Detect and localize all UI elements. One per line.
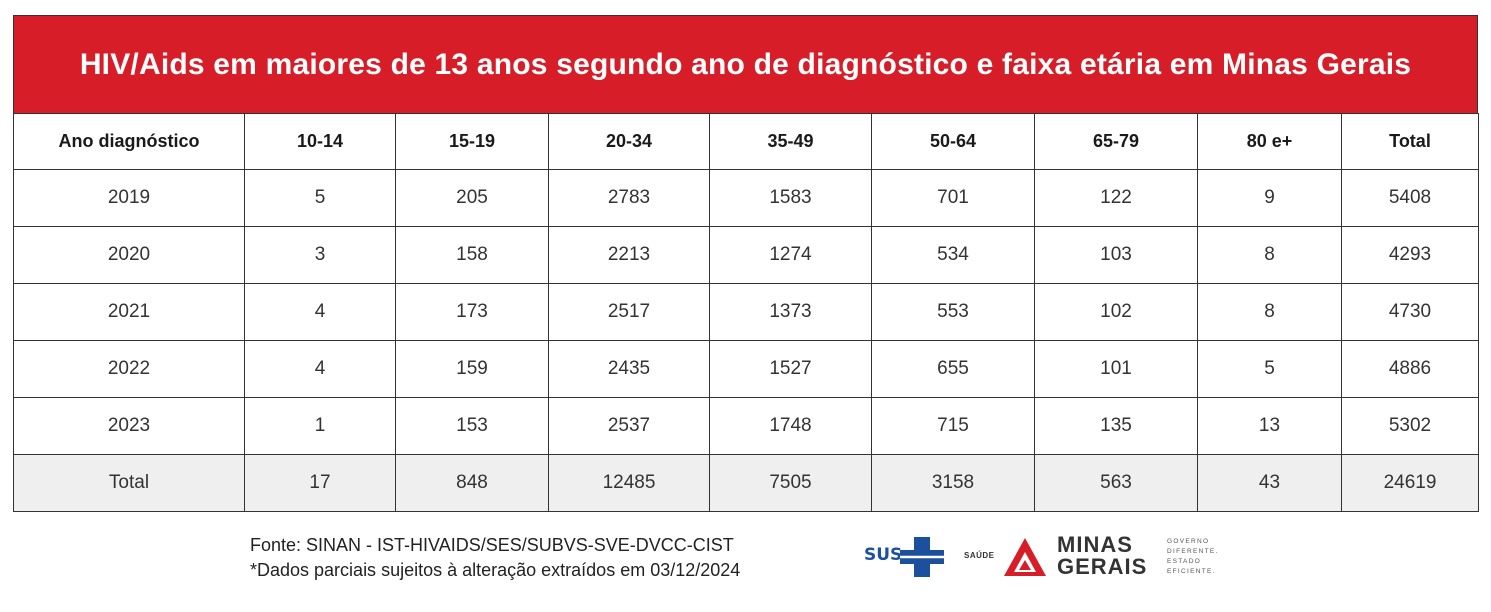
table-cell: 2213 <box>548 226 710 284</box>
table-cell: 2517 <box>548 283 710 341</box>
table-cell: 101 <box>1034 340 1198 398</box>
table-cell: 9 <box>1197 169 1342 227</box>
table-cell: 173 <box>395 283 549 341</box>
table-cell: 1274 <box>709 226 872 284</box>
table-cell: 2020 <box>13 226 245 284</box>
table-cell: 4 <box>244 283 396 341</box>
table-total-row: Total 17 848 12485 7505 3158 563 43 2461… <box>13 454 1479 512</box>
table-title-bar: HIV/Aids em maiores de 13 anos segundo a… <box>13 15 1478 113</box>
table-cell: 4293 <box>1341 226 1479 284</box>
partial-data-note: *Dados parciais sujeitos à alteração ext… <box>250 560 741 580</box>
table-cell: 2023 <box>13 397 245 455</box>
table-cell: 4730 <box>1341 283 1479 341</box>
table-cell: 102 <box>1034 283 1198 341</box>
table-cell: 553 <box>871 283 1035 341</box>
table-cell: 205 <box>395 169 549 227</box>
table-cell: 3158 <box>871 454 1035 512</box>
source-note: Fonte: SINAN - IST-HIVAIDS/SES/SUBVS-SVE… <box>250 535 734 555</box>
table-cell: 103 <box>1034 226 1198 284</box>
table-cell: 3 <box>244 226 396 284</box>
data-table: Ano diagnóstico 10-14 15-19 20-34 35-49 … <box>13 113 1479 512</box>
table-cell: 158 <box>395 226 549 284</box>
table-row: 2023 1 153 2537 1748 715 135 13 5302 <box>13 397 1479 455</box>
col-header-10-14: 10-14 <box>244 113 396 170</box>
table-cell: 4886 <box>1341 340 1479 398</box>
col-header-20-34: 20-34 <box>548 113 710 170</box>
table-cell: 848 <box>395 454 549 512</box>
table-cell: 563 <box>1034 454 1198 512</box>
table-cell: 534 <box>871 226 1035 284</box>
col-header-35-49: 35-49 <box>709 113 872 170</box>
table-cell: 655 <box>871 340 1035 398</box>
table-cell: 2783 <box>548 169 710 227</box>
table-cell: 2021 <box>13 283 245 341</box>
table-cell: 159 <box>395 340 549 398</box>
table-cell: 135 <box>1034 397 1198 455</box>
table-cell: 1527 <box>709 340 872 398</box>
table-cell: 13 <box>1197 397 1342 455</box>
government-slogan: GOVERNO DIFERENTE. ESTADO EFICIENTE. <box>1167 537 1219 577</box>
sus-cross-icon <box>900 537 944 577</box>
table-row: 2022 4 159 2435 1527 655 101 5 4886 <box>13 340 1479 398</box>
table-cell: 17 <box>244 454 396 512</box>
col-header-total: Total <box>1341 113 1479 170</box>
table-cell: 2022 <box>13 340 245 398</box>
col-header-15-19: 15-19 <box>395 113 549 170</box>
table-cell: Total <box>13 454 245 512</box>
slogan-line: DIFERENTE. <box>1167 548 1219 555</box>
table-cell: 5 <box>244 169 396 227</box>
minas-gerais-triangle-icon <box>1004 538 1046 576</box>
sus-logo-text: SUS <box>864 545 903 565</box>
table-cell: 1583 <box>709 169 872 227</box>
data-table-container: HIV/Aids em maiores de 13 anos segundo a… <box>13 15 1479 512</box>
mg-line-1: MINAS <box>1057 532 1133 557</box>
table-cell: 5408 <box>1341 169 1479 227</box>
table-row: 2020 3 158 2213 1274 534 103 8 4293 <box>13 226 1479 284</box>
saude-label: SAÚDE <box>964 551 995 560</box>
table-cell: 2019 <box>13 169 245 227</box>
col-header-50-64: 50-64 <box>871 113 1035 170</box>
table-cell: 2537 <box>548 397 710 455</box>
table-cell: 5 <box>1197 340 1342 398</box>
table-cell: 2435 <box>548 340 710 398</box>
slogan-line: ESTADO <box>1167 558 1202 565</box>
table-row: 2019 5 205 2783 1583 701 122 9 5408 <box>13 169 1479 227</box>
logo-group: SUS SAÚDE MINAS GERAIS GOVERNO DIFERENTE… <box>864 534 1229 580</box>
table-cell: 4 <box>244 340 396 398</box>
mg-line-2: GERAIS <box>1057 554 1148 579</box>
table-title: HIV/Aids em maiores de 13 anos segundo a… <box>79 47 1412 81</box>
table-cell: 1373 <box>709 283 872 341</box>
slogan-line: GOVERNO <box>1167 538 1210 545</box>
table-cell: 701 <box>871 169 1035 227</box>
table-cell: 5302 <box>1341 397 1479 455</box>
footer-notes: Fonte: SINAN - IST-HIVAIDS/SES/SUBVS-SVE… <box>250 533 740 583</box>
col-header-ano: Ano diagnóstico <box>13 113 245 170</box>
table-cell: 1 <box>244 397 396 455</box>
table-cell: 1748 <box>709 397 872 455</box>
table-cell: 43 <box>1197 454 1342 512</box>
table-cell: 12485 <box>548 454 710 512</box>
table-cell: 153 <box>395 397 549 455</box>
slogan-line: EFICIENTE. <box>1167 568 1216 575</box>
table-cell: 8 <box>1197 226 1342 284</box>
table-cell: 8 <box>1197 283 1342 341</box>
table-cell: 7505 <box>709 454 872 512</box>
minas-gerais-logo-text: MINAS GERAIS <box>1057 534 1147 578</box>
table-cell: 122 <box>1034 169 1198 227</box>
table-row: 2021 4 173 2517 1373 553 102 8 4730 <box>13 283 1479 341</box>
col-header-65-79: 65-79 <box>1034 113 1198 170</box>
col-header-80-plus: 80 e+ <box>1197 113 1342 170</box>
table-header-row: Ano diagnóstico 10-14 15-19 20-34 35-49 … <box>13 113 1479 170</box>
table-cell: 715 <box>871 397 1035 455</box>
table-cell: 24619 <box>1341 454 1479 512</box>
